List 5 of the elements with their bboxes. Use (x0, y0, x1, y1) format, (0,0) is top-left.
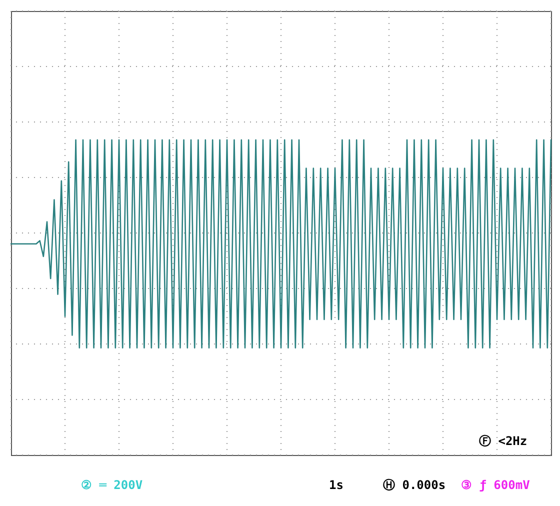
text: 1s (329, 478, 344, 492)
annotation: Ⓕ <2Hz (479, 434, 528, 448)
text: ② ═ 200V (81, 478, 143, 492)
text: ③ ƒ 600mV (461, 478, 530, 492)
text: Ⓗ 0.000s (383, 478, 446, 492)
